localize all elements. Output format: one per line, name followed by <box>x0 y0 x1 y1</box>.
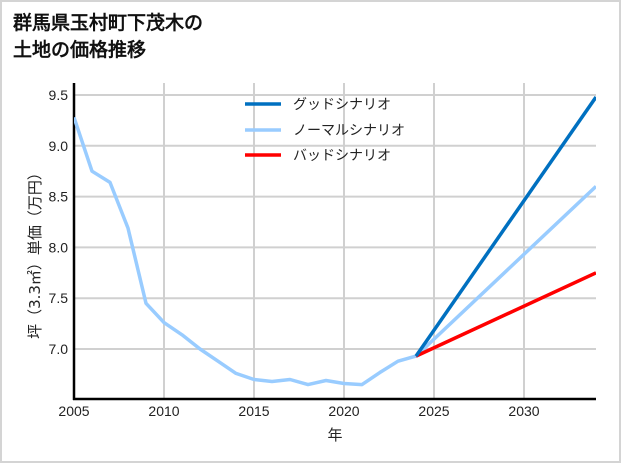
x-tick-label: 2015 <box>238 403 269 419</box>
x-tick-label: 2010 <box>148 403 179 419</box>
y-tick-label: 9.0 <box>49 138 69 154</box>
y-tick-label: 8.0 <box>49 239 69 255</box>
x-tick-label: 2005 <box>58 403 89 419</box>
legend-label: バッドシナリオ <box>293 148 391 164</box>
legend-label: グッドシナリオ <box>293 97 391 113</box>
chart-title: 群馬県玉村町下茂木の 土地の価格推移 <box>13 10 203 64</box>
x-tick-label: 2025 <box>418 403 449 419</box>
x-tick-label: 2030 <box>508 403 539 419</box>
chart-title-line1: 群馬県玉村町下茂木の <box>13 12 204 34</box>
x-axis-label: 年 <box>327 426 342 444</box>
y-tick-label: 7.0 <box>49 341 69 357</box>
x-tick-label: 2020 <box>328 403 359 419</box>
y-axis-label: 坪（3.3㎡）単価（万円） <box>26 165 44 339</box>
y-tick-label: 9.5 <box>49 87 69 103</box>
y-tick-label: 8.5 <box>49 189 69 205</box>
frame-top-border <box>0 0 621 2</box>
series-line-0 <box>414 96 596 358</box>
series-line-2 <box>415 271 596 358</box>
y-tick-label: 7.5 <box>49 290 69 306</box>
legend-label: ノーマルシナリオ <box>293 123 405 139</box>
series-line-1 <box>74 116 596 387</box>
chart-title-line2: 土地の価格推移 <box>13 39 147 61</box>
